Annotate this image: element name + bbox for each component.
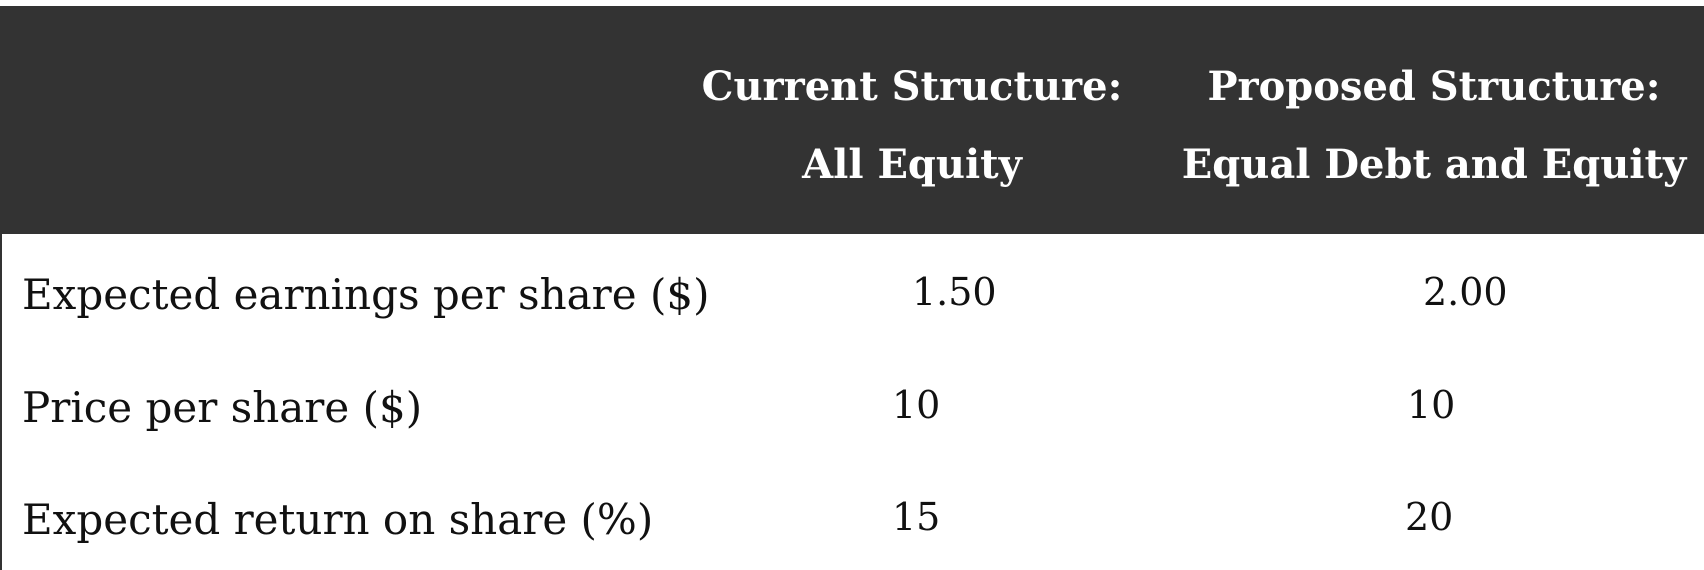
column-header-proposed-line2: Equal Debt and Equity bbox=[1181, 141, 1687, 188]
row-label-earnings: Expected earnings per share ($) bbox=[22, 270, 710, 319]
column-header-proposed: Proposed Structure: Equal Debt and Equit… bbox=[1162, 48, 1704, 204]
cell-earnings-proposed: 2.00 bbox=[1423, 270, 1508, 314]
cell-price-current: 10 bbox=[892, 383, 941, 427]
row-label-return: Expected return on share (%) bbox=[22, 495, 654, 544]
cell-price-proposed: 10 bbox=[1407, 383, 1456, 427]
table-header: Current Structure: All Equity Proposed S… bbox=[2, 6, 1704, 234]
cell-return-proposed: 20 bbox=[1405, 495, 1454, 539]
cell-earnings-current: 1.50 bbox=[912, 270, 997, 314]
column-header-current: Current Structure: All Equity bbox=[682, 48, 1142, 204]
capital-structure-table: Current Structure: All Equity Proposed S… bbox=[0, 6, 1704, 570]
row-label-price: Price per share ($) bbox=[22, 383, 423, 432]
column-header-current-line1: Current Structure: bbox=[701, 63, 1123, 110]
cell-return-current: 15 bbox=[892, 495, 941, 539]
column-header-proposed-line1: Proposed Structure: bbox=[1207, 63, 1661, 110]
column-header-current-line2: All Equity bbox=[802, 141, 1022, 188]
